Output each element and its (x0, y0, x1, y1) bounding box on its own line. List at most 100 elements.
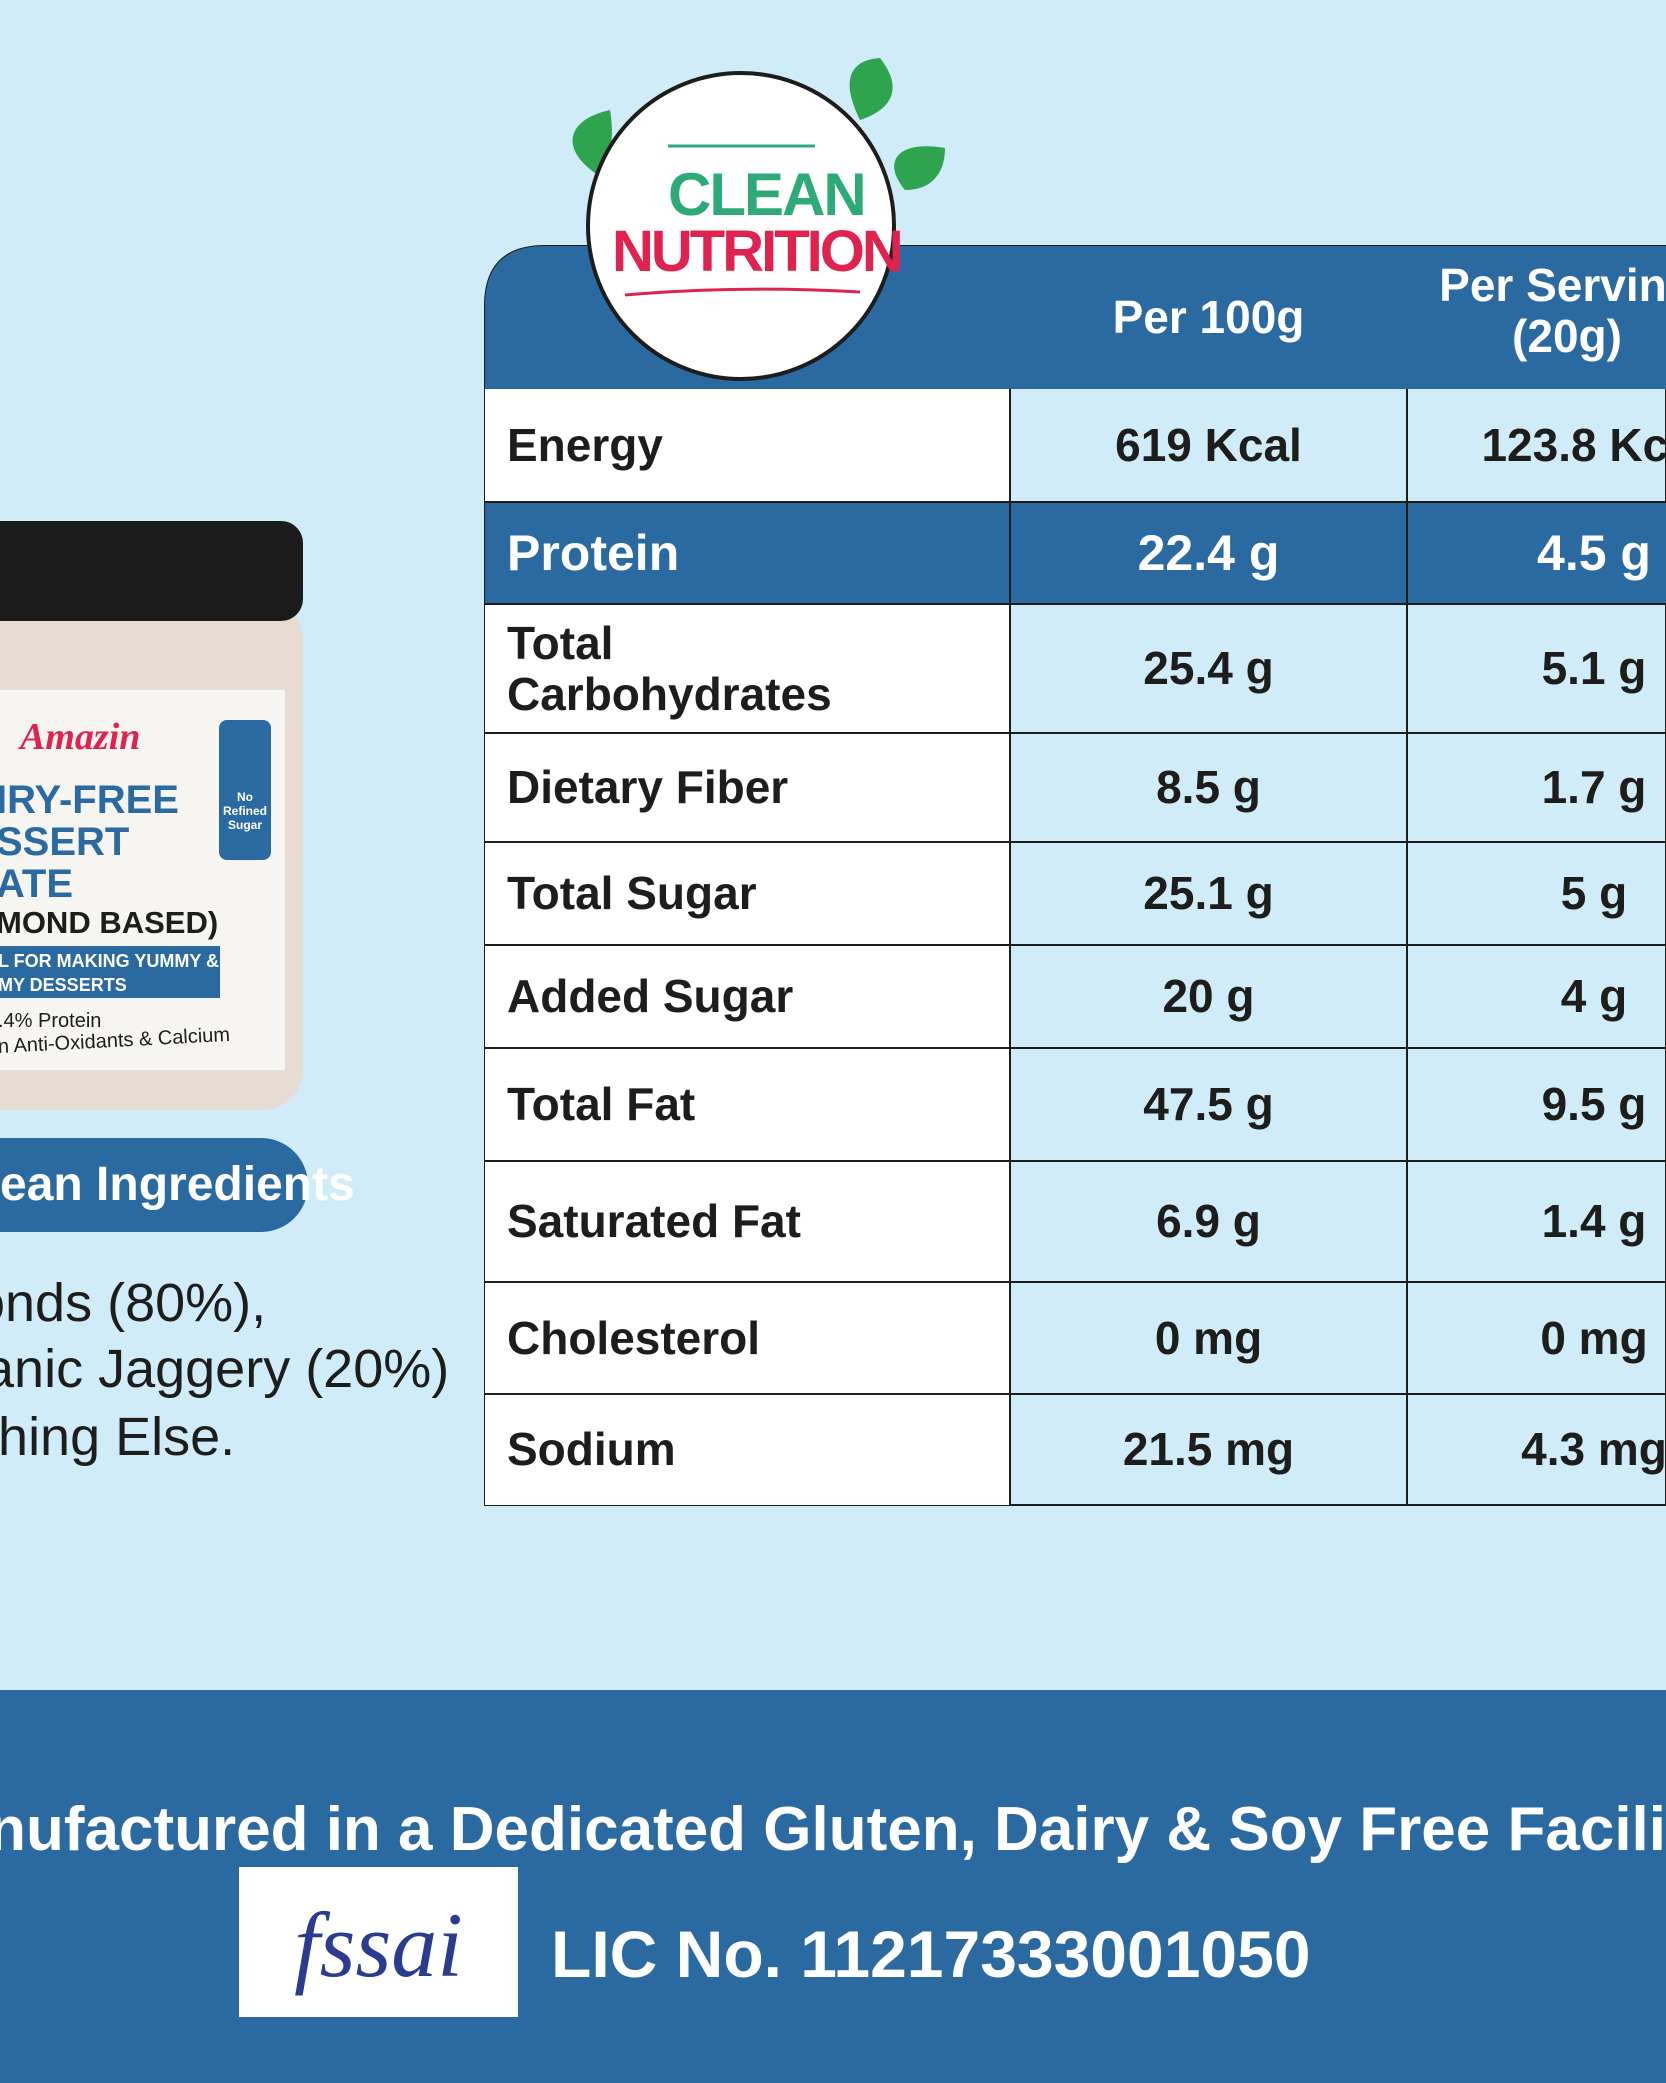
nutrient-name-text: Total Fat (507, 1078, 696, 1131)
per-100g-value-text: 22.4 g (1137, 524, 1280, 581)
nutrient-name-text: Protein (507, 524, 680, 581)
product-name: ATE (0, 862, 74, 906)
nutrient-name: Sodium (485, 1394, 1010, 1505)
nutrient-name: Added Sugar (485, 945, 1010, 1048)
per-100g-value-text: 47.5 g (1143, 1078, 1274, 1131)
per-100g-value: 47.5 g (1010, 1048, 1407, 1161)
nutrient-name: Energy (485, 389, 1010, 502)
per-serving-value: 4.5 g (1407, 502, 1666, 604)
column-header: Per Serving (20g) (1407, 246, 1666, 389)
per-100g-value: 25.1 g (1010, 842, 1407, 945)
per-serving-value: 123.8 Kcal (1407, 389, 1666, 502)
ingredients-pill (0, 1138, 308, 1232)
band-text: L FOR MAKING YUMMY & (0, 951, 220, 971)
logo-circle (586, 71, 896, 381)
footer-statement: Manufactured in a Dedicated Gluten, Dair… (0, 1795, 1666, 1864)
per-serving-value-text: 4 g (1560, 970, 1628, 1023)
ingredient: Nothing Else. (0, 1407, 236, 1467)
jar-badge (219, 720, 271, 860)
nutrient-name-text: Saturated Fat (507, 1195, 801, 1248)
per-100g-value: 20 g (1010, 945, 1407, 1048)
band-text: MY DESSERTS (0, 975, 127, 995)
ingredient: Almonds (80%), (0, 1273, 267, 1333)
per-serving-value: 9.5 g (1407, 1048, 1666, 1161)
nutrient-name-text: Total Carbohydrates (507, 616, 832, 720)
logo-rule (624, 287, 861, 297)
ingredient: Organic Jaggery (20%) (0, 1339, 450, 1399)
brand: Amazin (20, 716, 141, 758)
per-100g-value: 619 Kcal (1010, 389, 1407, 502)
column-header-text: Per Serving (20g) (1439, 259, 1666, 362)
fssai-box (239, 1867, 518, 2017)
per-100g-value-text: 20 g (1162, 970, 1255, 1023)
nutrient-name-text: Sodium (507, 1423, 676, 1476)
leaf (894, 146, 945, 190)
nutrient-name: Total Fat (485, 1048, 1010, 1161)
per-serving-value: 4 g (1407, 945, 1666, 1048)
per-serving-value-text: 5 g (1560, 867, 1628, 920)
per-100g-value: 22.4 g (1010, 502, 1407, 604)
per-serving-value-text: 9.5 g (1541, 1078, 1647, 1131)
per-serving-value: 5.1 g (1407, 604, 1666, 733)
nutrient-name-text: Total Sugar (507, 867, 757, 920)
per-serving-value-text: 123.8 Kcal (1481, 419, 1666, 472)
per-100g-value: 0 mg (1010, 1282, 1407, 1394)
per-100g-value-text: 619 Kcal (1115, 419, 1302, 472)
per-100g-value: 6.9 g (1010, 1161, 1407, 1282)
product-name: SSERT (0, 820, 130, 864)
nutrient-name-text: Energy (507, 419, 663, 472)
jar-lid (0, 521, 303, 621)
product-variant: MOND BASED) (0, 905, 219, 940)
leaf (849, 58, 893, 120)
logo-text: NUTRITION (612, 219, 904, 284)
nutrient-name: Protein (485, 502, 1010, 604)
label-cell-bg (485, 1161, 1010, 1282)
nutrient-name: Total Carbohydrates (485, 604, 1010, 733)
product-name: IRY-FREE (0, 778, 179, 822)
nutrient-name: Total Sugar (485, 842, 1010, 945)
per-100g-value-text: 6.9 g (1156, 1195, 1261, 1248)
label-cell-bg (485, 1048, 1010, 1161)
per-serving-value-text: 1.7 g (1541, 761, 1647, 814)
per-100g-value-text: 25.4 g (1143, 642, 1274, 695)
per-100g-value: 8.5 g (1010, 733, 1407, 842)
per-100g-value-text: 8.5 g (1156, 761, 1261, 814)
jar-band (0, 946, 220, 998)
per-serving-value-text: 1.4 g (1541, 1195, 1647, 1248)
nutrient-name-text: Dietary Fiber (507, 761, 789, 814)
logo-text: CLEAN (668, 161, 867, 228)
label-cell-bg (485, 1394, 1010, 1505)
per-serving-value: 5 g (1407, 842, 1666, 945)
claim: .4% Protein (0, 1010, 102, 1032)
label-cell-bg (485, 389, 1010, 502)
per-100g-value-text: 25.1 g (1143, 867, 1274, 920)
ingredients-heading: Clean Ingredients (0, 1158, 355, 1211)
per-100g-value: 25.4 g (1010, 604, 1407, 733)
nutrient-name: Saturated Fat (485, 1161, 1010, 1282)
label-cell-bg (485, 604, 1010, 733)
label-cell-bg (485, 733, 1010, 842)
per-serving-value-text: 4.5 g (1537, 524, 1651, 581)
nutrient-name-text: Added Sugar (507, 970, 794, 1023)
per-serving-value: 1.4 g (1407, 1161, 1666, 1282)
nutrient-name-text: Cholesterol (507, 1311, 761, 1364)
per-serving-value: 1.7 g (1407, 733, 1666, 842)
per-100g-value: 21.5 mg (1010, 1394, 1407, 1505)
per-serving-value-text: 5.1 g (1541, 642, 1647, 695)
per-serving-value-text: 4.3 mg (1521, 1423, 1666, 1476)
column-header: Per 100g (1010, 246, 1407, 389)
highlight-row (485, 502, 1666, 604)
label-cell-bg (485, 945, 1010, 1048)
nutrient-name: Cholesterol (485, 1282, 1010, 1394)
per-serving-value: 0 mg (1407, 1282, 1666, 1394)
per-serving-value-text: 0 mg (1540, 1311, 1648, 1364)
column-header-text: Per 100g (1112, 291, 1305, 344)
badge-text: No Refined Sugar (222, 790, 267, 832)
per-100g-value-text: 0 mg (1154, 1311, 1263, 1364)
license: LIC No. 11217333001050 (551, 1917, 1311, 1991)
label-cell-bg (485, 1282, 1010, 1394)
per-100g-value-text: 21.5 mg (1122, 1423, 1295, 1476)
